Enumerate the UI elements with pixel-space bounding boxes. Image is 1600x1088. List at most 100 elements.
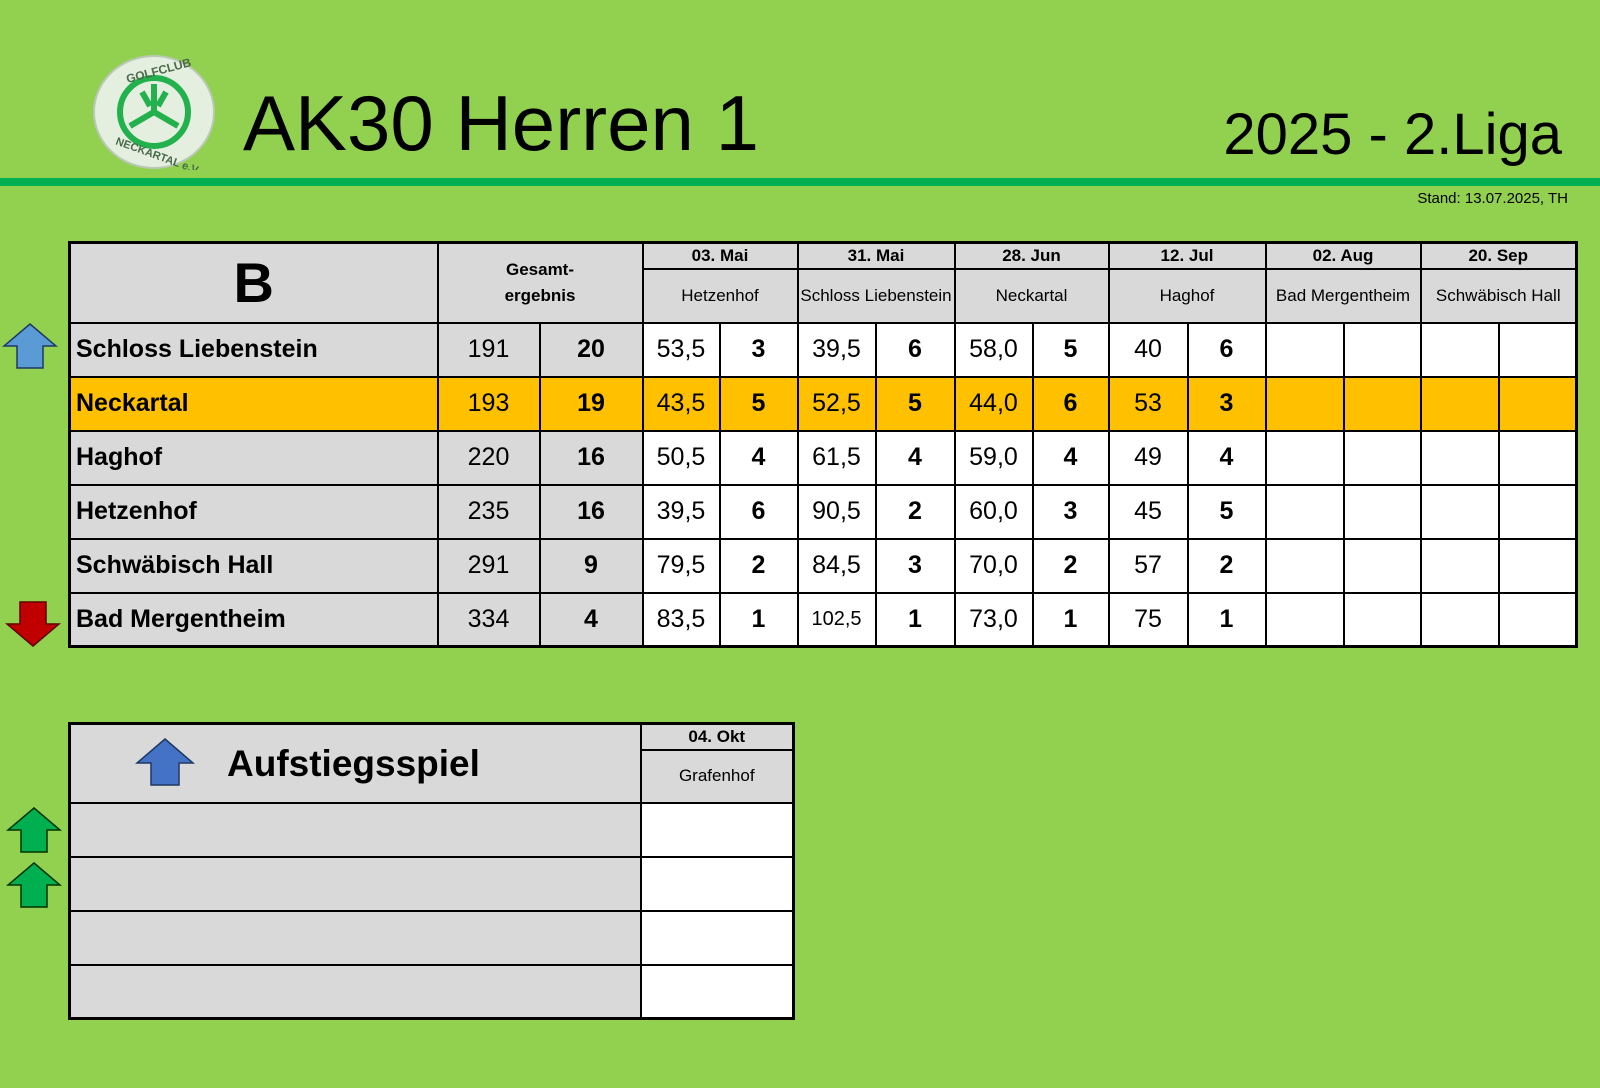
promotion-venue: Grafenhof (639, 748, 795, 804)
round-points (1342, 321, 1422, 378)
promotion-row (68, 855, 795, 912)
promotion-result (639, 963, 795, 1020)
round-points: 6 (874, 321, 956, 378)
round-points (1342, 429, 1422, 486)
round-strokes: 50,5 (641, 429, 721, 486)
round-strokes (1264, 375, 1345, 432)
total-header: Gesamt-ergebnis (436, 241, 644, 324)
round-points: 5 (1031, 321, 1110, 378)
round-strokes: 73,0 (953, 591, 1034, 648)
table-row: Haghof 220 16 50,5 4 61,5 4 59,0 4 49 4 (68, 429, 1578, 486)
round-points: 1 (1186, 591, 1267, 648)
total-strokes: 291 (436, 537, 541, 594)
round-points (1497, 591, 1578, 648)
table-row: Schloss Liebenstein 191 20 53,5 3 39,5 6 58,0 5 4… (68, 321, 1578, 378)
round-points: 4 (874, 429, 956, 486)
round-strokes: 52,5 (796, 375, 877, 432)
promotion-arrow-up-icon (6, 807, 62, 853)
table-row: Neckartal 193 19 43,5 5 52,5 5 44,0 6 53 3 (68, 375, 1578, 432)
round-venue: Bad Mergentheim (1264, 267, 1422, 324)
team-name: Bad Mergentheim (68, 591, 439, 648)
promotion-team (68, 855, 642, 912)
round-points: 2 (874, 483, 956, 540)
promotion-result (639, 801, 795, 858)
total-points: 9 (538, 537, 644, 594)
round-strokes: 75 (1107, 591, 1189, 648)
round-strokes (1419, 375, 1500, 432)
promotion-table: Aufstiegsspiel 04. Okt Grafenhof (68, 722, 795, 1020)
arrow-up-icon (135, 738, 195, 786)
round-date: 31. Mai (796, 241, 956, 270)
round-strokes: 79,5 (641, 537, 721, 594)
round-strokes: 43,5 (641, 375, 721, 432)
round-venue: Neckartal (953, 267, 1110, 324)
table-row: Bad Mergentheim 334 4 83,5 1 102,5 1 73,0 1 75 1 (68, 591, 1578, 648)
relegation-arrow-down-icon (5, 601, 61, 647)
round-strokes (1264, 483, 1345, 540)
round-strokes: 70,0 (953, 537, 1034, 594)
promotion-row (68, 801, 795, 858)
round-strokes (1419, 321, 1500, 378)
round-strokes: 44,0 (953, 375, 1034, 432)
stand-date: Stand: 13.07.2025, TH (1417, 190, 1568, 207)
round-strokes (1419, 429, 1500, 486)
round-strokes: 39,5 (641, 483, 721, 540)
total-header-line: Gesamt- (505, 259, 575, 279)
table-row: Hetzenhof 235 16 39,5 6 90,5 2 60,0 3 45 5 (68, 483, 1578, 540)
promotion-team (68, 963, 642, 1020)
round-strokes: 58,0 (953, 321, 1034, 378)
promotion-arrow-up-icon (2, 323, 58, 369)
round-points: 5 (718, 375, 799, 432)
total-points: 16 (538, 483, 644, 540)
round-strokes (1264, 537, 1345, 594)
round-date: 03. Mai (641, 241, 799, 270)
round-points: 6 (1031, 375, 1110, 432)
round-date: 20. Sep (1419, 241, 1578, 270)
round-strokes: 53 (1107, 375, 1189, 432)
promotion-result (639, 855, 795, 912)
round-points: 5 (874, 375, 956, 432)
round-strokes: 57 (1107, 537, 1189, 594)
round-points: 2 (718, 537, 799, 594)
round-points (1497, 321, 1578, 378)
round-strokes (1419, 591, 1500, 648)
round-strokes (1264, 429, 1345, 486)
round-venue: Haghof (1107, 267, 1267, 324)
round-strokes: 39,5 (796, 321, 877, 378)
round-points: 3 (874, 537, 956, 594)
total-strokes: 191 (436, 321, 541, 378)
round-points: 6 (1186, 321, 1267, 378)
table-row: Schwäbisch Hall 291 9 79,5 2 84,5 3 70,0 2 57 2 (68, 537, 1578, 594)
promotion-row (68, 963, 795, 1020)
round-strokes: 60,0 (953, 483, 1034, 540)
total-strokes: 220 (436, 429, 541, 486)
team-name: Neckartal (68, 375, 439, 432)
round-points (1342, 591, 1422, 648)
total-points: 4 (538, 591, 644, 648)
promotion-row (68, 909, 795, 966)
team-name: Schloss Liebenstein (68, 321, 439, 378)
round-points: 4 (1031, 429, 1110, 486)
round-date: 02. Aug (1264, 241, 1422, 270)
round-points: 2 (1186, 537, 1267, 594)
round-points: 1 (1031, 591, 1110, 648)
round-points (1497, 483, 1578, 540)
round-strokes: 59,0 (953, 429, 1034, 486)
round-points: 2 (1031, 537, 1110, 594)
total-strokes: 235 (436, 483, 541, 540)
round-points (1497, 375, 1578, 432)
total-points: 20 (538, 321, 644, 378)
standings-table: B Gesamt-ergebnis 03. Mai 31. Mai 28. Jun 12.… (68, 241, 1578, 648)
round-strokes: 90,5 (796, 483, 877, 540)
round-strokes: 49 (1107, 429, 1189, 486)
round-points: 4 (718, 429, 799, 486)
page-title: AK30 Herren 1 (243, 79, 759, 167)
round-points (1342, 375, 1422, 432)
total-strokes: 334 (436, 591, 541, 648)
total-points: 19 (538, 375, 644, 432)
team-name: Hetzenhof (68, 483, 439, 540)
team-name: Schwäbisch Hall (68, 537, 439, 594)
round-strokes (1419, 483, 1500, 540)
round-strokes: 53,5 (641, 321, 721, 378)
round-strokes: 45 (1107, 483, 1189, 540)
